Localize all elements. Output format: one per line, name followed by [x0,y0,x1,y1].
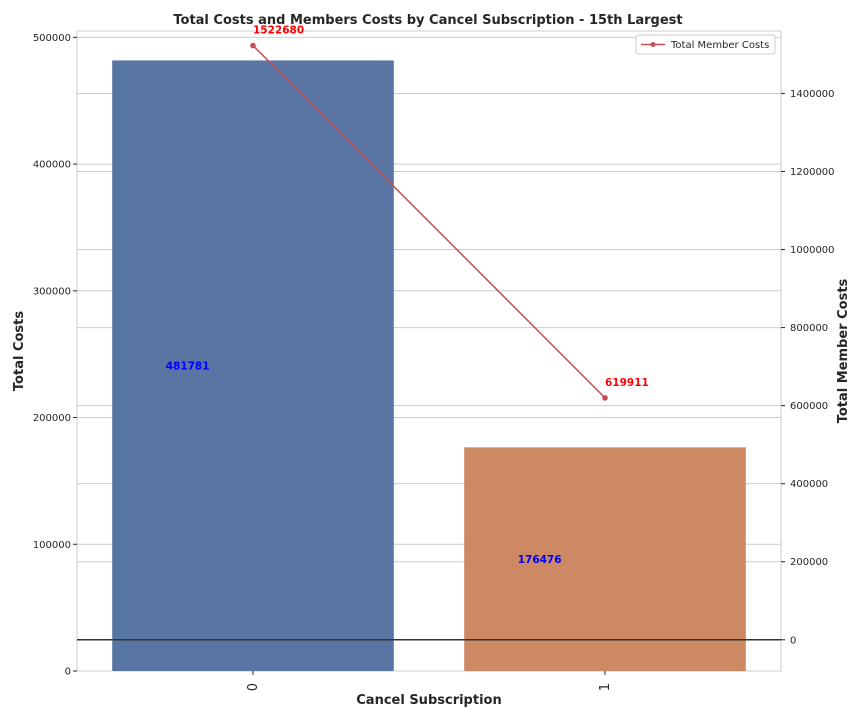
left-tick-label: 100000 [33,540,71,551]
member-costs-line: 1522680 619911 [250,25,649,401]
legend-marker [650,42,656,47]
legend-label: Total Member Costs [670,40,769,51]
member-costs-point [602,395,608,401]
bar-0 [112,60,394,671]
left-tick-label: 200000 [33,413,71,424]
member-costs-point [250,42,256,49]
right-tick-label: 0 [790,635,796,646]
x-axis-title: Cancel Subscription [356,693,501,708]
left-tick-label: 400000 [33,160,71,171]
bar-value-label: 176476 [518,554,562,566]
x-tick-label: 1 [598,683,613,691]
left-tick-label: 500000 [33,33,71,44]
legend-box [635,34,776,55]
right-axis-ticks: 0 200000 400000 600000 800000 1000000 1200000 1… [781,89,835,646]
left-axis-ticks: 0 100000 200000 300000 400000 500000 [33,33,77,678]
right-tick-label: 600000 [790,401,828,412]
left-tick-label: 300000 [33,286,71,297]
legend: Total Member Costs [635,34,776,55]
bar-value-label: 481781 [166,361,210,373]
bar-1 [464,447,746,671]
right-tick-label: 1200000 [790,167,835,178]
member-costs-polyline [252,45,606,399]
member-costs-label: 1522680 [253,25,304,37]
y-axis-title: Total Costs [12,311,27,391]
left-tick-label: 0 [65,667,71,678]
chart-title: Total Costs and Members Costs by Cancel … [173,13,682,28]
right-tick-label: 200000 [790,557,828,568]
right-tick-label: 800000 [790,323,828,334]
right-tick-label: 1000000 [790,245,835,256]
right-tick-label: 400000 [790,479,828,490]
member-costs-label: 619911 [605,377,649,389]
bars: 481781 176476 [112,60,746,671]
y2-axis-title: Total Member Costs [836,278,851,423]
x-tick-label: 0 [246,683,261,691]
right-tick-label: 1400000 [790,89,835,100]
